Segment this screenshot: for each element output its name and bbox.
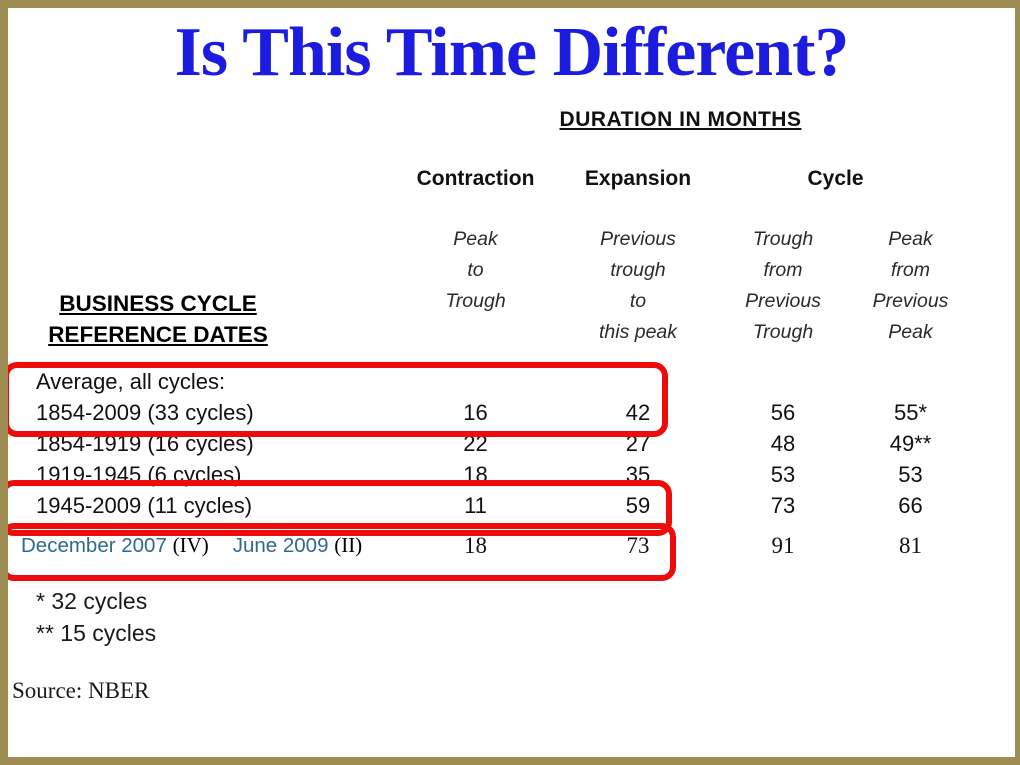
table-row: 1919-1945 (6 cycles) 18 35 53 53: [8, 459, 978, 490]
business-cycle-table: Contraction Expansion Cycle BUSINESS CYC…: [8, 8, 978, 649]
contraction-value: 18: [463, 462, 488, 487]
row-label: 1945-2009 (11 cycles): [36, 493, 253, 518]
table-row: 1945-2009 (11 cycles) 11 59 73 66: [8, 490, 978, 523]
source-note: Source: NBER: [12, 678, 150, 703]
cycle-column-header: Cycle: [807, 167, 864, 190]
trough-from-previous-trough-subheader: Trough from Previous Trough: [745, 228, 821, 343]
footnotes: * 32 cycles ** 15 cycles: [8, 585, 978, 649]
expansion-value: 27: [625, 431, 651, 456]
cycle-peak-value: 55*: [893, 400, 928, 425]
contraction-value: 22: [463, 431, 488, 456]
cycle-trough-value: 73: [770, 493, 796, 518]
cycle-peak-value: 53: [898, 462, 923, 487]
contraction-value: 18: [464, 533, 487, 558]
cycle-trough-value: 48: [770, 431, 796, 456]
expansion-value: 42: [625, 400, 651, 425]
peak-date: December 2007: [21, 534, 167, 557]
peak-from-previous-peak-subheader: Peak from Previous Peak: [872, 228, 949, 343]
business-cycle-reference-dates-header: BUSINESS CYCLE REFERENCE DATES: [48, 291, 268, 347]
trough-quarter: (II): [334, 533, 363, 557]
cycle-peak-value: 66: [898, 493, 923, 518]
expansion-value: 35: [625, 462, 651, 487]
cycle-peak-value: 49**: [889, 431, 932, 456]
table-row: 1854-2009 (33 cycles) 16 42 56 55*: [8, 397, 978, 428]
peak-to-trough-subheader: Peak to Trough: [445, 228, 506, 312]
footnote-double-asterisk: ** 15 cycles: [36, 620, 157, 646]
contraction-value: 16: [463, 400, 488, 425]
sub-header-row: BUSINESS CYCLE REFERENCE DATES Peak to T…: [8, 196, 978, 366]
column-group-header-row: Contraction Expansion Cycle: [8, 166, 978, 196]
expansion-value: 59: [625, 493, 651, 518]
expansion-column-header: Expansion: [584, 167, 692, 190]
expansion-value: 73: [626, 533, 650, 558]
duration-in-months-heading: DURATION IN MONTHS: [559, 108, 802, 131]
contraction-column-header: Contraction: [416, 167, 535, 190]
table-row: Average, all cycles:: [8, 366, 978, 397]
slide-title: Is This Time Different?: [174, 14, 850, 91]
row-header-cell: BUSINESS CYCLE REFERENCE DATES: [8, 196, 398, 366]
cycle-trough-value: 53: [770, 462, 796, 487]
row-label: 1854-2009 (33 cycles): [36, 400, 254, 425]
row-label: 1919-1945 (6 cycles): [36, 462, 242, 487]
trough-date: June 2009: [232, 534, 329, 557]
contraction-value: 11: [464, 493, 487, 518]
peak-quarter: (IV): [172, 533, 209, 557]
footnote-single-asterisk: * 32 cycles: [36, 588, 148, 614]
cycle-trough-value: 56: [770, 400, 796, 425]
row-label: 1854-1919 (16 cycles): [36, 431, 254, 456]
cycle-peak-value: 81: [899, 533, 922, 558]
row-label: Average, all cycles:: [36, 369, 226, 394]
previous-trough-to-this-peak-subheader: Previous trough to this peak: [598, 228, 678, 343]
table-row: 1854-1919 (16 cycles) 22 27 48 49**: [8, 428, 978, 459]
cycle-trough-value: 91: [771, 533, 795, 558]
current-cycle-row: December 2007 (IV) June 2009 (II) 18 73 9…: [8, 527, 978, 575]
current-cycle-dates: December 2007 (IV) June 2009 (II): [8, 533, 398, 558]
